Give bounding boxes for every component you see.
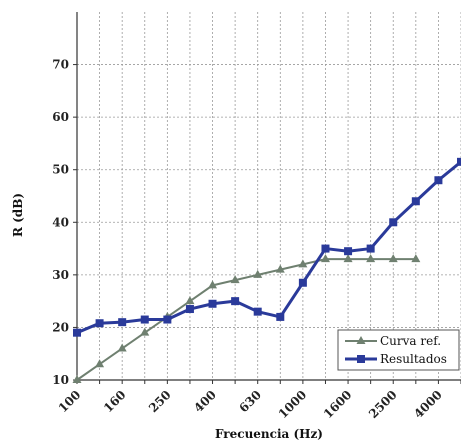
x-tick-labels: 100 160 250 400 630 1000 1600 2500 4000 xyxy=(56,388,445,422)
y-tick-labels: 10 20 30 40 50 60 70 xyxy=(52,58,69,387)
grid-lines xyxy=(77,12,461,381)
data-point-resultados xyxy=(95,319,104,328)
data-point-curva-ref xyxy=(185,296,195,305)
y-tick-label: 30 xyxy=(52,268,69,282)
data-point-curva-ref xyxy=(253,269,263,278)
data-point-resultados xyxy=(389,218,398,227)
data-point-resultados xyxy=(434,176,443,185)
data-point-resultados xyxy=(457,157,461,166)
x-tick-label: 1600 xyxy=(321,388,355,422)
data-point-resultados xyxy=(344,247,353,256)
data-point-resultados xyxy=(411,197,420,206)
data-point-resultados xyxy=(73,328,81,337)
data-point-resultados xyxy=(118,318,127,327)
legend-label-curva-ref: Curva ref. xyxy=(380,334,441,348)
data-point-curva-ref xyxy=(275,264,285,273)
y-axis-title: R (dB) xyxy=(11,193,25,237)
x-tick-label: 4000 xyxy=(411,388,445,422)
data-point-curva-ref xyxy=(298,259,308,268)
x-axis-title: Frecuencia (Hz) xyxy=(215,427,323,441)
data-point-resultados xyxy=(253,307,262,316)
data-point-resultados xyxy=(163,315,172,324)
data-point-resultados xyxy=(321,244,330,253)
data-point-resultados xyxy=(231,297,240,306)
data-point-curva-ref xyxy=(320,254,330,263)
series-group xyxy=(72,157,461,383)
y-tick-label: 60 xyxy=(52,110,69,124)
data-point-curva-ref xyxy=(72,375,82,383)
x-tick-label: 630 xyxy=(236,388,264,416)
y-tick-label: 20 xyxy=(52,320,69,334)
data-point-curva-ref xyxy=(230,275,240,284)
series-line-resultados xyxy=(76,160,461,335)
data-point-curva-ref xyxy=(388,254,398,263)
axes xyxy=(73,12,461,384)
x-tick-label: 100 xyxy=(56,388,84,416)
legend-marker-curva-ref xyxy=(356,336,366,344)
data-point-curva-ref xyxy=(411,254,421,263)
data-point-resultados xyxy=(366,244,375,253)
y-tick-label: 40 xyxy=(52,215,69,229)
data-point-curva-ref xyxy=(95,359,105,368)
data-point-resultados xyxy=(140,315,149,324)
y-tick-label: 70 xyxy=(52,58,69,72)
y-tick-label: 50 xyxy=(52,163,69,177)
x-tick-label: 2500 xyxy=(366,388,400,422)
series-line-curva-ref xyxy=(76,258,416,381)
legend-label-resultados: Resultados xyxy=(380,352,447,366)
x-tick-label: 250 xyxy=(146,388,174,416)
x-tick-label: 1000 xyxy=(276,388,310,422)
data-point-resultados xyxy=(298,278,307,287)
legend-marker-resultados xyxy=(357,355,365,363)
data-point-resultados xyxy=(276,312,285,321)
x-tick-label: 160 xyxy=(101,388,129,416)
data-point-resultados xyxy=(185,305,194,314)
data-point-curva-ref xyxy=(343,254,353,263)
x-tick-label: 400 xyxy=(191,388,219,416)
legend: Curva ref. Resultados xyxy=(337,329,460,371)
data-point-curva-ref xyxy=(117,343,127,352)
data-point-curva-ref xyxy=(366,254,376,263)
legend-box xyxy=(337,329,460,371)
data-point-curva-ref xyxy=(140,327,150,336)
data-point-resultados xyxy=(208,299,217,308)
y-tick-label: 10 xyxy=(52,373,69,387)
data-point-curva-ref xyxy=(208,280,218,289)
